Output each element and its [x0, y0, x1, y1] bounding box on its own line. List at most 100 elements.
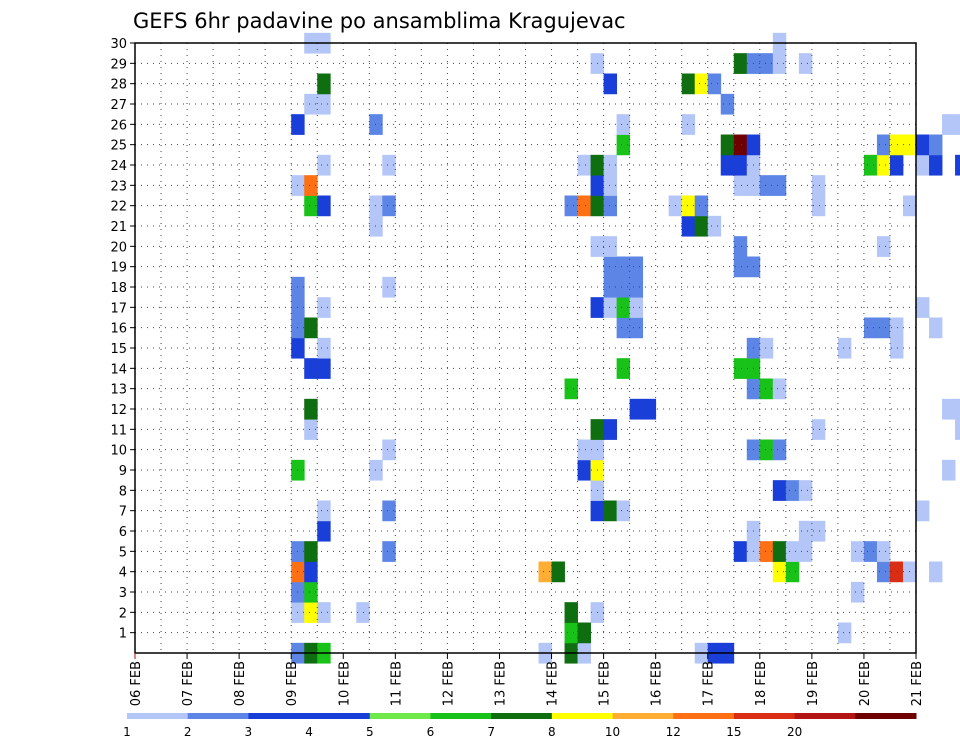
- heat-cell: [317, 297, 331, 318]
- heat-cell: [955, 398, 960, 420]
- colorbar-segment: [794, 713, 856, 719]
- heat-cell: [798, 53, 813, 74]
- heat-cell: [733, 175, 748, 196]
- heat-cell: [304, 358, 318, 379]
- heat-cell: [733, 53, 748, 74]
- chart-title: GEFS 6hr padavine po ansamblima Kragujev…: [133, 9, 626, 33]
- heat-cell: [889, 134, 904, 156]
- colorbar-label: 8: [548, 725, 556, 739]
- y-tick-label: 5: [119, 545, 127, 560]
- y-tick-label: 27: [110, 98, 127, 113]
- heat-cell: [707, 215, 722, 237]
- heat-cell: [564, 622, 578, 644]
- heat-cell: [681, 215, 696, 237]
- colorbar-label: 5: [366, 725, 374, 739]
- y-tick-label: 25: [110, 139, 127, 154]
- heat-cell: [876, 541, 891, 562]
- heat-cell: [850, 541, 865, 562]
- heat-cell: [759, 541, 774, 562]
- heat-cell: [681, 114, 696, 135]
- heat-cell: [577, 154, 591, 176]
- x-tick-label: 12 FEB: [441, 661, 456, 706]
- heat-cell: [616, 114, 631, 135]
- heat-cell: [733, 541, 748, 562]
- y-tick-label: 2: [119, 606, 127, 621]
- heat-cell: [551, 561, 565, 583]
- heat-cell: [889, 154, 904, 176]
- heat-cell: [837, 622, 852, 644]
- heat-cell: [889, 561, 904, 583]
- x-tick-label: 21 FEB: [910, 661, 925, 706]
- heat-cell: [616, 297, 631, 318]
- y-tick-label: 9: [119, 464, 127, 479]
- colorbar: 1 2 3 4 5 6 7 8 10 12 15 20: [123, 713, 917, 739]
- heat-cell: [772, 561, 787, 583]
- heat-cell: [929, 561, 943, 583]
- heat-cell: [369, 215, 383, 237]
- heat-cell: [564, 378, 578, 400]
- x-tick-label: 07 FEB: [181, 661, 196, 706]
- heat-cell: [616, 500, 631, 522]
- heat-cell: [798, 541, 813, 562]
- y-tick-label: 17: [110, 301, 127, 316]
- heat-cell: [304, 317, 318, 339]
- heat-cell: [759, 378, 774, 400]
- heat-cell: [317, 520, 331, 542]
- heat-cell: [629, 276, 644, 298]
- heat-cell: [304, 398, 318, 420]
- heat-cell: [317, 195, 331, 217]
- heat-cell: [564, 195, 578, 217]
- colorbar-segment: [430, 713, 492, 719]
- heat-cell: [798, 520, 813, 542]
- heat-cell: [955, 419, 960, 440]
- x-tick-label: 20 FEB: [858, 661, 873, 706]
- heat-cell: [616, 276, 631, 298]
- heat-cell: [603, 419, 618, 440]
- heat-cell: [889, 337, 904, 359]
- heat-cell: [564, 602, 578, 623]
- heat-cell: [916, 297, 930, 318]
- heat-cell: [929, 134, 943, 156]
- y-tick-label: 1: [119, 627, 127, 642]
- y-tick-label: 12: [110, 403, 127, 418]
- heat-cell: [603, 73, 618, 95]
- colorbar-label: 7: [487, 725, 495, 739]
- y-tick-label: 13: [110, 383, 127, 398]
- heat-cell: [616, 256, 631, 278]
- heat-cell: [629, 256, 644, 278]
- heat-cell: [317, 337, 331, 359]
- heat-cell: [304, 419, 318, 440]
- x-tick-label: 10 FEB: [337, 661, 352, 706]
- heat-cell: [811, 175, 826, 196]
- heat-cell: [942, 114, 956, 135]
- colorbar-segment: [127, 713, 189, 719]
- heat-cell: [876, 134, 891, 156]
- y-tick-label: 7: [119, 505, 127, 520]
- y-tick-label: 23: [110, 179, 127, 194]
- y-tick-label: 14: [110, 362, 127, 377]
- heat-cell: [382, 154, 396, 176]
- heat-cell: [317, 602, 331, 623]
- heat-cell: [785, 480, 800, 501]
- heat-cell: [577, 459, 591, 481]
- heat-cell: [369, 459, 383, 481]
- heat-cell: [382, 500, 396, 522]
- heat-cell: [603, 175, 618, 196]
- colorbar-segment: [551, 713, 614, 719]
- heat-cell: [694, 73, 709, 95]
- heat-cell: [916, 500, 930, 522]
- heat-cell: [929, 317, 943, 339]
- heat-cell: [629, 398, 644, 420]
- heat-cell: [733, 256, 748, 278]
- heat-cell: [304, 541, 318, 562]
- heat-cell: [863, 541, 878, 562]
- heat-cell: [772, 541, 787, 562]
- heat-cell: [811, 195, 826, 217]
- y-tick-label: 26: [110, 118, 127, 133]
- heat-cell: [876, 561, 891, 583]
- y-tick-label: 6: [119, 525, 127, 540]
- heat-cell: [772, 480, 787, 501]
- heat-cell: [603, 195, 618, 217]
- colorbar-label: 10: [605, 725, 620, 739]
